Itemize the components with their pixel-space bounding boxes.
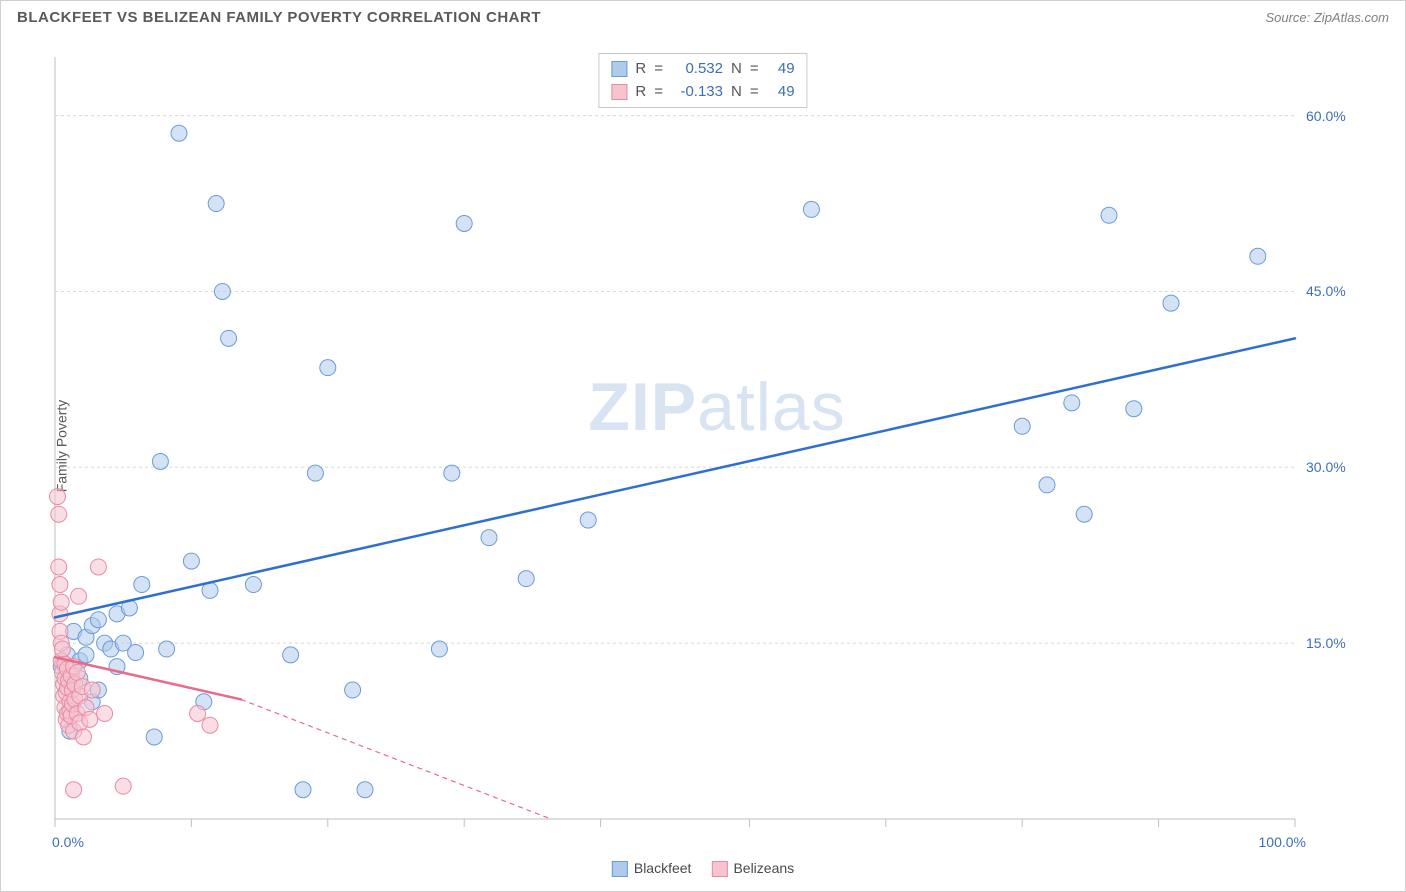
stats-swatch-1	[611, 84, 627, 100]
stats-swatch-0	[611, 61, 627, 77]
stats-row-1: R = -0.133 N = 49	[611, 81, 794, 104]
x-tick-min: 0.0%	[52, 834, 84, 850]
header: BLACKFEET VS BELIZEAN FAMILY POVERTY COR…	[1, 1, 1405, 30]
r-value-0: 0.532	[671, 58, 723, 81]
r-value-1: -0.133	[671, 81, 723, 104]
legend-item-0: Blackfeet	[612, 860, 692, 877]
source-label: Source: ZipAtlas.com	[1265, 10, 1389, 25]
chart-container: BLACKFEET VS BELIZEAN FAMILY POVERTY COR…	[0, 0, 1406, 892]
legend-swatch-1	[711, 861, 727, 877]
r-label-1: R	[635, 81, 646, 104]
n-value-0: 49	[767, 58, 795, 81]
stats-legend: R = 0.532 N = 49 R = -0.133 N = 49	[598, 53, 807, 108]
plot-area: ZIPatlas	[49, 51, 1385, 841]
y-tick-3: 60.0%	[1306, 108, 1346, 124]
y-tick-0: 15.0%	[1306, 635, 1346, 651]
eq-label-3: =	[750, 81, 759, 104]
n-label-1: N	[731, 81, 742, 104]
chart-title: BLACKFEET VS BELIZEAN FAMILY POVERTY COR…	[17, 9, 541, 26]
legend-label-0: Blackfeet	[634, 860, 692, 876]
legend-label-1: Belizeans	[733, 860, 794, 876]
n-value-1: 49	[767, 81, 795, 104]
eq-label: =	[654, 58, 663, 81]
y-tick-1: 30.0%	[1306, 459, 1346, 475]
scatter-plot	[49, 51, 1385, 841]
x-tick-max: 100.0%	[1246, 834, 1306, 850]
eq-label-1: =	[654, 81, 663, 104]
r-label: R	[635, 58, 646, 81]
stats-row-0: R = 0.532 N = 49	[611, 58, 794, 81]
legend-item-1: Belizeans	[711, 860, 794, 877]
eq-label-2: =	[750, 58, 759, 81]
n-label: N	[731, 58, 742, 81]
legend-swatch-0	[612, 861, 628, 877]
y-tick-2: 45.0%	[1306, 283, 1346, 299]
bottom-legend: Blackfeet Belizeans	[612, 860, 794, 877]
